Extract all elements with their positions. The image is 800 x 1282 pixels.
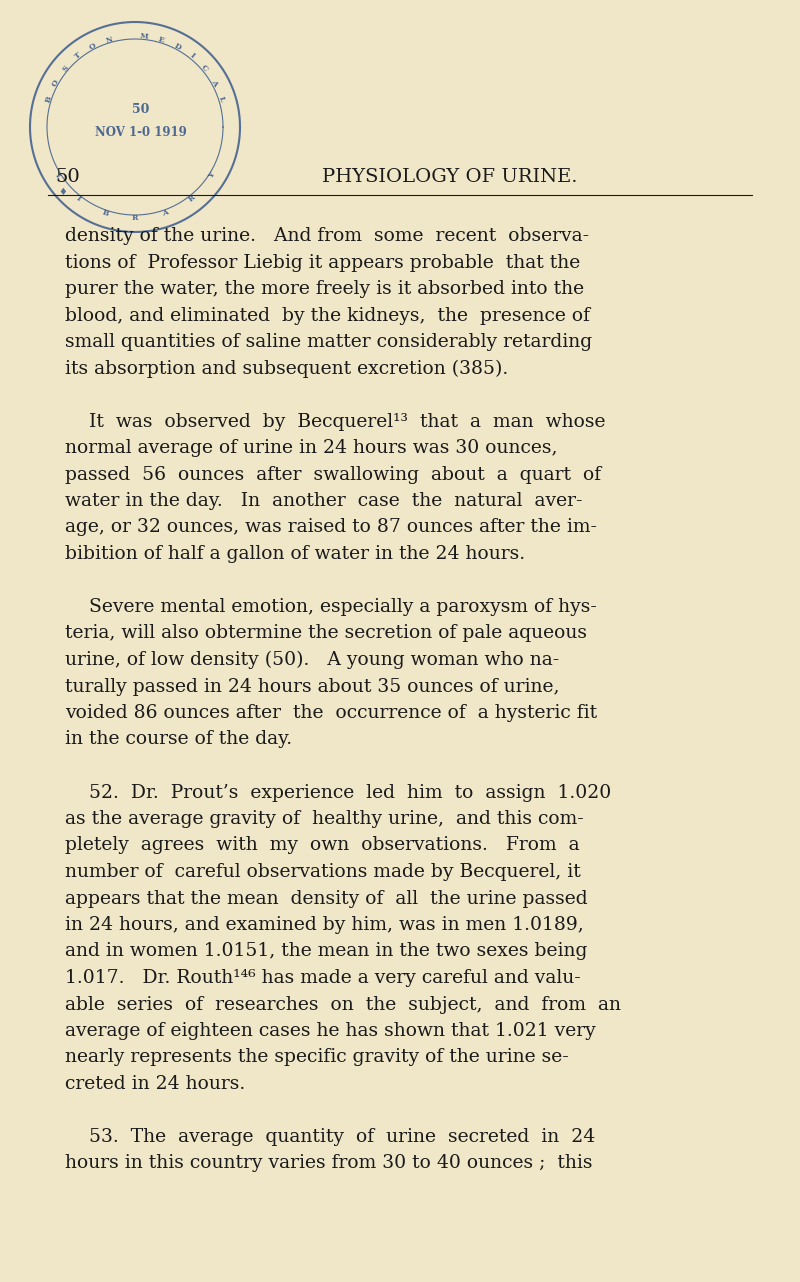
Text: number of  careful observations made by Becquerel, it: number of careful observations made by B… bbox=[65, 863, 581, 881]
Text: E: E bbox=[157, 35, 165, 45]
Text: R: R bbox=[186, 194, 197, 204]
Text: 50: 50 bbox=[132, 103, 150, 115]
Text: M: M bbox=[139, 32, 148, 41]
Text: its absorption and subsequent excretion (385).: its absorption and subsequent excretion … bbox=[65, 359, 508, 378]
Text: teria, will also obtermine the secretion of pale aqueous: teria, will also obtermine the secretion… bbox=[65, 624, 587, 642]
Text: bibition of half a gallon of water in the 24 hours.: bibition of half a gallon of water in th… bbox=[65, 545, 525, 563]
Text: small quantities of saline matter considerably retarding: small quantities of saline matter consid… bbox=[65, 333, 592, 351]
Text: hours in this country varies from 30 to 40 ounces ;  this: hours in this country varies from 30 to … bbox=[65, 1155, 593, 1173]
Text: A: A bbox=[161, 208, 169, 218]
Text: PHYSIOLOGY OF URINE.: PHYSIOLOGY OF URINE. bbox=[322, 168, 578, 186]
Text: creted in 24 hours.: creted in 24 hours. bbox=[65, 1076, 246, 1094]
Text: in 24 hours, and examined by him, was in men 1.0189,: in 24 hours, and examined by him, was in… bbox=[65, 917, 584, 935]
Text: B: B bbox=[101, 208, 110, 218]
Text: normal average of urine in 24 hours was 30 ounces,: normal average of urine in 24 hours was … bbox=[65, 438, 558, 456]
Text: R: R bbox=[132, 214, 138, 222]
Text: N: N bbox=[105, 35, 114, 45]
Text: NOV 1-0 1919: NOV 1-0 1919 bbox=[95, 126, 187, 138]
Text: density of the urine.   And from  some  recent  observa-: density of the urine. And from some rece… bbox=[65, 227, 589, 245]
Text: voided 86 ounces after  the  occurrence of  a hysteric fit: voided 86 ounces after the occurrence of… bbox=[65, 704, 597, 722]
Text: L: L bbox=[54, 172, 63, 181]
Text: T: T bbox=[74, 51, 82, 62]
Text: S: S bbox=[61, 64, 70, 73]
Text: blood, and eliminated  by the kidneys,  the  presence of: blood, and eliminated by the kidneys, th… bbox=[65, 306, 590, 324]
Text: passed  56  ounces  after  swallowing  about  a  quart  of: passed 56 ounces after swallowing about … bbox=[65, 465, 601, 483]
Text: turally passed in 24 hours about 35 ounces of urine,: turally passed in 24 hours about 35 ounc… bbox=[65, 677, 559, 696]
Text: pletely  agrees  with  my  own  observations.   From  a: pletely agrees with my own observations.… bbox=[65, 836, 580, 855]
Text: D: D bbox=[173, 41, 182, 51]
Text: as the average gravity of  healthy urine,  and this com-: as the average gravity of healthy urine,… bbox=[65, 810, 584, 828]
Text: average of eighteen cases he has shown that 1.021 very: average of eighteen cases he has shown t… bbox=[65, 1022, 596, 1040]
Text: O: O bbox=[88, 41, 98, 51]
Text: urine, of low density (50).   A young woman who na-: urine, of low density (50). A young woma… bbox=[65, 651, 559, 669]
Text: able  series  of  researches  on  the  subject,  and  from  an: able series of researches on the subject… bbox=[65, 996, 621, 1014]
Text: purer the water, the more freely is it absorbed into the: purer the water, the more freely is it a… bbox=[65, 279, 584, 297]
Text: It  was  observed  by  Becquerel¹³  that  a  man  whose: It was observed by Becquerel¹³ that a ma… bbox=[65, 413, 606, 431]
Text: age, or 32 ounces, was raised to 87 ounces after the im-: age, or 32 ounces, was raised to 87 ounc… bbox=[65, 518, 597, 536]
Text: I: I bbox=[74, 194, 82, 203]
Text: Y: Y bbox=[207, 172, 217, 181]
Text: tions of  Professor Liebig it appears probable  that the: tions of Professor Liebig it appears pro… bbox=[65, 254, 580, 272]
Text: A: A bbox=[210, 78, 219, 87]
Text: 50: 50 bbox=[55, 168, 80, 186]
Text: ♦: ♦ bbox=[58, 187, 67, 197]
Text: B: B bbox=[44, 95, 54, 104]
Text: I: I bbox=[188, 51, 196, 60]
Text: in the course of the day.: in the course of the day. bbox=[65, 731, 292, 749]
Text: water in the day.   In  another  case  the  natural  aver-: water in the day. In another case the na… bbox=[65, 492, 582, 510]
Text: C: C bbox=[199, 63, 210, 73]
Text: 1.017.   Dr. Routh¹⁴⁶ has made a very careful and valu-: 1.017. Dr. Routh¹⁴⁶ has made a very care… bbox=[65, 969, 581, 987]
Text: and in women 1.0151, the mean in the two sexes being: and in women 1.0151, the mean in the two… bbox=[65, 942, 587, 960]
Text: nearly represents the specific gravity of the urine se-: nearly represents the specific gravity o… bbox=[65, 1049, 569, 1067]
Text: 52.  Dr.  Prout’s  experience  led  him  to  assign  1.020: 52. Dr. Prout’s experience led him to as… bbox=[65, 783, 611, 801]
Text: 53.  The  average  quantity  of  urine  secreted  in  24: 53. The average quantity of urine secret… bbox=[65, 1128, 595, 1146]
Text: appears that the mean  density of  all  the urine passed: appears that the mean density of all the… bbox=[65, 890, 588, 908]
Text: O: O bbox=[50, 78, 61, 87]
Text: L: L bbox=[217, 95, 226, 103]
Text: Severe mental emotion, especially a paroxysm of hys-: Severe mental emotion, especially a paro… bbox=[65, 597, 597, 615]
